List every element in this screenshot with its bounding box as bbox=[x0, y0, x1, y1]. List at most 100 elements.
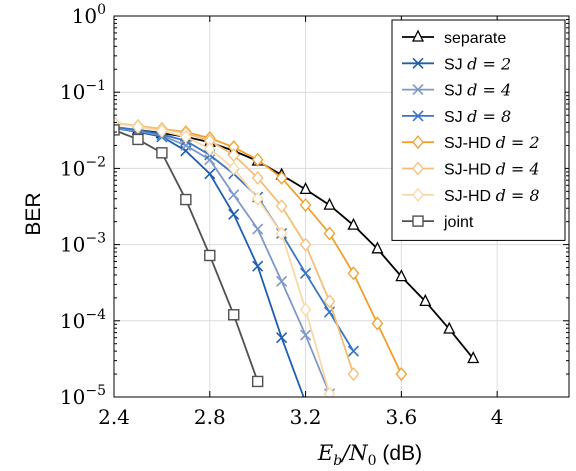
data-point bbox=[299, 198, 312, 213]
data-point bbox=[252, 260, 264, 272]
data-point bbox=[156, 147, 168, 159]
data-point bbox=[276, 332, 288, 344]
data-point bbox=[347, 266, 360, 281]
legend-label: SJ d = 8 bbox=[444, 107, 511, 126]
y-tick-label: 100 bbox=[72, 2, 106, 28]
data-point bbox=[419, 293, 432, 306]
tick-labels: 2.4 2.8 3.2 3.6 4 10−5 10−4 10−3 10−2 10−1 100 bbox=[60, 2, 504, 429]
data-point bbox=[251, 152, 264, 167]
legend-label: SJ d = 2 bbox=[444, 54, 511, 73]
legend-label: SJ-HD d = 8 bbox=[444, 186, 540, 205]
data-point bbox=[204, 249, 216, 262]
data-point bbox=[228, 189, 240, 201]
data-point bbox=[275, 170, 288, 185]
y-axis-label: BER bbox=[22, 192, 45, 235]
legend-label: SJ-HD d = 4 bbox=[444, 160, 540, 179]
x-axis-label-sub2: 0 bbox=[368, 453, 377, 469]
data-point bbox=[251, 191, 264, 206]
series-line bbox=[114, 127, 474, 360]
legend-marker bbox=[412, 110, 424, 122]
data-point bbox=[204, 154, 216, 166]
data-point bbox=[203, 141, 216, 156]
data-point bbox=[275, 199, 288, 214]
series-joint bbox=[114, 124, 264, 388]
legend-marker bbox=[412, 84, 424, 96]
legend-marker bbox=[412, 161, 424, 176]
data-point bbox=[227, 147, 240, 162]
data-point bbox=[467, 351, 480, 364]
data-point bbox=[132, 133, 144, 146]
y-tick-label: 10−5 bbox=[60, 383, 106, 409]
data-point bbox=[180, 193, 192, 206]
data-point bbox=[275, 226, 288, 241]
x-tick-label: 3.2 bbox=[290, 405, 322, 429]
data-point bbox=[132, 119, 144, 134]
data-point bbox=[395, 269, 408, 282]
ticks bbox=[113, 16, 569, 398]
data-point bbox=[156, 123, 168, 138]
x-tick-label: 2.4 bbox=[98, 405, 130, 429]
legend-label: SJ d = 4 bbox=[444, 81, 511, 100]
x-tick-label: 3.6 bbox=[385, 405, 417, 429]
legend-entry: SJ-HD d = 2 bbox=[402, 133, 540, 152]
legend-label: joint bbox=[443, 214, 474, 231]
data-point bbox=[323, 226, 336, 241]
series-sj-hd-d-4 bbox=[114, 115, 360, 382]
data-point bbox=[347, 345, 360, 357]
data-point bbox=[347, 367, 360, 382]
data-point bbox=[228, 309, 240, 321]
data-point bbox=[347, 217, 360, 230]
legend-label: SJ-HD d = 2 bbox=[444, 133, 540, 152]
legend-marker bbox=[412, 135, 424, 150]
data-point bbox=[114, 124, 120, 136]
legend-marker bbox=[411, 29, 425, 42]
plot-frame bbox=[113, 15, 570, 398]
data-point bbox=[299, 181, 312, 195]
y-tick-label: 10−3 bbox=[60, 231, 106, 257]
x-axis-label: Eb/N0 (dB) bbox=[317, 441, 422, 469]
legend-entry: SJ-HD d = 4 bbox=[402, 160, 540, 179]
legend-entry: separate bbox=[402, 29, 506, 47]
y-tick-label: 10−2 bbox=[60, 154, 106, 180]
legend-marker bbox=[412, 187, 424, 202]
series-line bbox=[114, 121, 331, 395]
legend-entry: joint bbox=[402, 214, 474, 231]
legend-entry: SJ d = 4 bbox=[402, 81, 511, 100]
x-axis-label-main: E bbox=[317, 441, 333, 465]
y-tick-label: 10−1 bbox=[60, 78, 106, 104]
data-point bbox=[228, 208, 240, 220]
legend-entry: SJ-HD d = 8 bbox=[402, 186, 540, 205]
x-tick-label: 2.8 bbox=[194, 405, 226, 429]
data-point bbox=[299, 237, 312, 252]
series-sj-hd-d-2 bbox=[114, 116, 408, 382]
data-point bbox=[300, 267, 312, 279]
data-point bbox=[371, 316, 384, 331]
series-line bbox=[114, 127, 331, 395]
x-axis-label-unit: (dB) bbox=[377, 442, 423, 465]
data-point bbox=[443, 321, 456, 334]
data-point bbox=[299, 302, 312, 317]
data-point bbox=[323, 386, 336, 397]
legend: separate SJ d = 2 SJ d = 4 SJ d = 8 SJ-HD d … bbox=[391, 19, 566, 241]
data-point bbox=[395, 367, 408, 382]
series-sj-hd-d-8 bbox=[114, 115, 336, 397]
data-point bbox=[204, 168, 216, 180]
legend-entry: SJ d = 2 bbox=[402, 54, 511, 73]
data-point bbox=[179, 129, 192, 144]
x-axis-label-slash: /N bbox=[340, 441, 368, 465]
data-point bbox=[300, 329, 312, 341]
data-point bbox=[276, 275, 288, 287]
data-point bbox=[227, 161, 240, 176]
series-layer bbox=[114, 115, 480, 397]
legend-entry: SJ d = 8 bbox=[402, 107, 511, 126]
data-point bbox=[371, 241, 384, 254]
legend-marker bbox=[412, 215, 424, 227]
data-point bbox=[252, 223, 264, 235]
legend-box bbox=[391, 19, 566, 241]
x-tick-label: 4 bbox=[491, 405, 504, 429]
y-tick-label: 10−4 bbox=[60, 307, 106, 333]
legend-marker bbox=[412, 57, 424, 69]
data-point bbox=[251, 170, 264, 185]
data-point bbox=[251, 375, 264, 388]
